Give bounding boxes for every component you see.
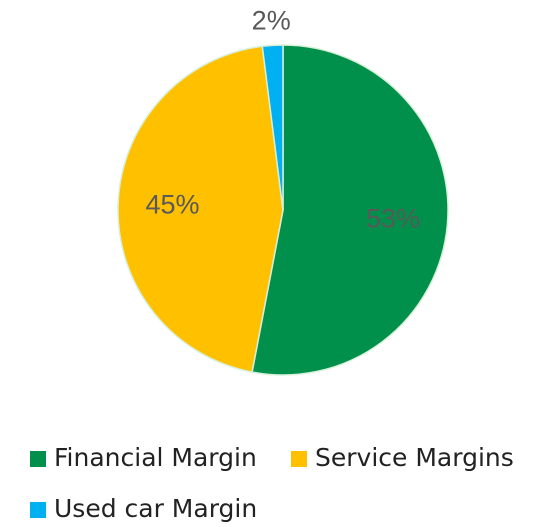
- pie-slice: [261, 44, 284, 211]
- legend-label: Used car Margin: [54, 494, 257, 523]
- data-label: 53%: [366, 204, 420, 234]
- legend-swatch: [30, 451, 46, 467]
- legend-label: Service Margins: [315, 443, 514, 472]
- legend-swatch: [291, 451, 307, 467]
- legend-swatch: [30, 502, 46, 518]
- pie-slice: [251, 44, 449, 376]
- pie-slice: [117, 45, 284, 373]
- data-label: 2%: [252, 5, 291, 35]
- legend-label: Financial Margin: [54, 443, 257, 472]
- data-label: 45%: [145, 190, 199, 220]
